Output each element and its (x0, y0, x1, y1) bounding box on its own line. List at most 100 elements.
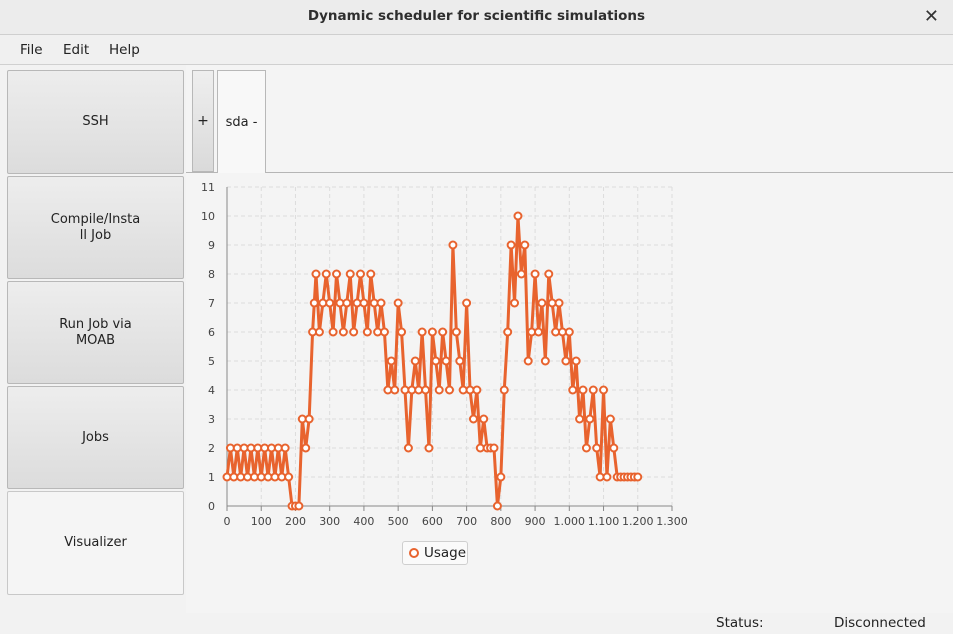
data-point (280, 443, 290, 453)
y-tick-label: 10 (201, 210, 215, 223)
data-point (510, 298, 520, 308)
usage-chart: 0 1 2 3 4 5 6 7 8 9 10 11 0 100 200 300 400 500 600 700 800 9… (201, 181, 688, 528)
data-point (599, 385, 609, 395)
ssh-button[interactable]: SSH (7, 70, 184, 174)
x-tick-label: 600 (422, 515, 443, 528)
data-point (568, 385, 578, 395)
data-point (325, 298, 335, 308)
data-point (462, 298, 472, 308)
tab-sda[interactable]: sda - (217, 70, 266, 173)
data-point (523, 356, 533, 366)
data-point (468, 414, 478, 424)
data-point (520, 240, 530, 250)
data-point (390, 385, 400, 395)
x-tick-label: 1.200 (622, 515, 654, 528)
data-point (397, 327, 407, 337)
window-title: Dynamic scheduler for scientific simulat… (307, 8, 646, 24)
data-point (338, 327, 348, 337)
title-bar: Dynamic scheduler for scientific simulat… (0, 0, 953, 35)
x-tick-label: 100 (251, 515, 272, 528)
data-point (309, 298, 319, 308)
data-point (448, 240, 458, 250)
x-tick-label: 1.100 (588, 515, 620, 528)
data-point (561, 356, 571, 366)
data-point (492, 501, 502, 511)
data-point (366, 269, 376, 279)
y-tick-label: 11 (201, 181, 215, 194)
y-tick-label: 2 (208, 442, 215, 455)
data-point (424, 443, 434, 453)
x-tick-label: 800 (490, 515, 511, 528)
data-point (602, 472, 612, 482)
menu-file[interactable]: File (20, 42, 43, 58)
data-point (445, 385, 454, 395)
data-point (540, 356, 550, 366)
data-point (356, 269, 365, 279)
data-point (581, 443, 591, 453)
data-point (393, 298, 403, 308)
add-tab-button[interactable]: + (192, 70, 214, 172)
data-point (496, 472, 506, 482)
menu-bar: File Edit Help (0, 35, 953, 65)
data-point (345, 269, 355, 279)
status-bar: Status: Disconnected (186, 608, 953, 634)
data-point (578, 385, 588, 395)
chart-legend: Usage (402, 541, 468, 565)
x-tick-label: 200 (285, 515, 306, 528)
data-point (554, 298, 564, 308)
data-point (544, 269, 554, 279)
data-point (588, 385, 598, 395)
data-point (376, 298, 386, 308)
run-job-moab-button[interactable]: Run Job via MOAB (7, 281, 184, 384)
data-point (516, 269, 526, 279)
data-point (410, 356, 420, 366)
x-tick-label: 700 (456, 515, 477, 528)
y-tick-label: 5 (208, 355, 215, 368)
y-tick-label: 8 (208, 268, 215, 281)
data-point (455, 356, 465, 366)
data-point (332, 269, 342, 279)
data-point (427, 327, 437, 337)
x-tick-label: 0 (224, 515, 231, 528)
data-point (284, 472, 294, 482)
status-label: Status: (716, 615, 764, 631)
data-point (451, 327, 461, 337)
data-point (438, 327, 448, 337)
data-point (633, 472, 643, 482)
data-point (311, 269, 321, 279)
data-point (592, 443, 602, 453)
x-tick-label: 500 (388, 515, 409, 528)
menu-edit[interactable]: Edit (63, 42, 90, 58)
data-point (359, 298, 369, 308)
y-tick-label: 9 (208, 239, 215, 252)
data-point (575, 414, 585, 424)
tab-bar: + sda - (186, 65, 953, 173)
y-tick-label: 3 (208, 413, 215, 426)
data-point (421, 385, 431, 395)
y-tick-label: 7 (208, 297, 215, 310)
compile-install-job-button[interactable]: Compile/Insta ll Job (7, 176, 184, 279)
data-point (537, 298, 547, 308)
data-point (564, 327, 574, 337)
data-point (571, 356, 581, 366)
visualizer-button[interactable]: Visualizer (7, 491, 184, 595)
data-point (441, 356, 451, 366)
menu-help[interactable]: Help (109, 42, 140, 58)
data-point (362, 327, 372, 337)
data-point (506, 240, 516, 250)
data-point (328, 327, 338, 337)
y-tick-label: 1 (208, 471, 215, 484)
y-tick-label: 0 (208, 500, 215, 513)
x-tick-label: 1.300 (656, 515, 688, 528)
data-point (403, 443, 413, 453)
data-point (479, 414, 489, 424)
jobs-button[interactable]: Jobs (7, 386, 184, 489)
data-point (499, 385, 509, 395)
data-point (431, 356, 441, 366)
legend-marker-icon (409, 548, 419, 558)
close-icon[interactable]: ✕ (923, 6, 939, 27)
data-point (472, 385, 482, 395)
data-point (304, 414, 314, 424)
x-tick-label: 1.000 (554, 515, 586, 528)
x-tick-label: 300 (319, 515, 340, 528)
